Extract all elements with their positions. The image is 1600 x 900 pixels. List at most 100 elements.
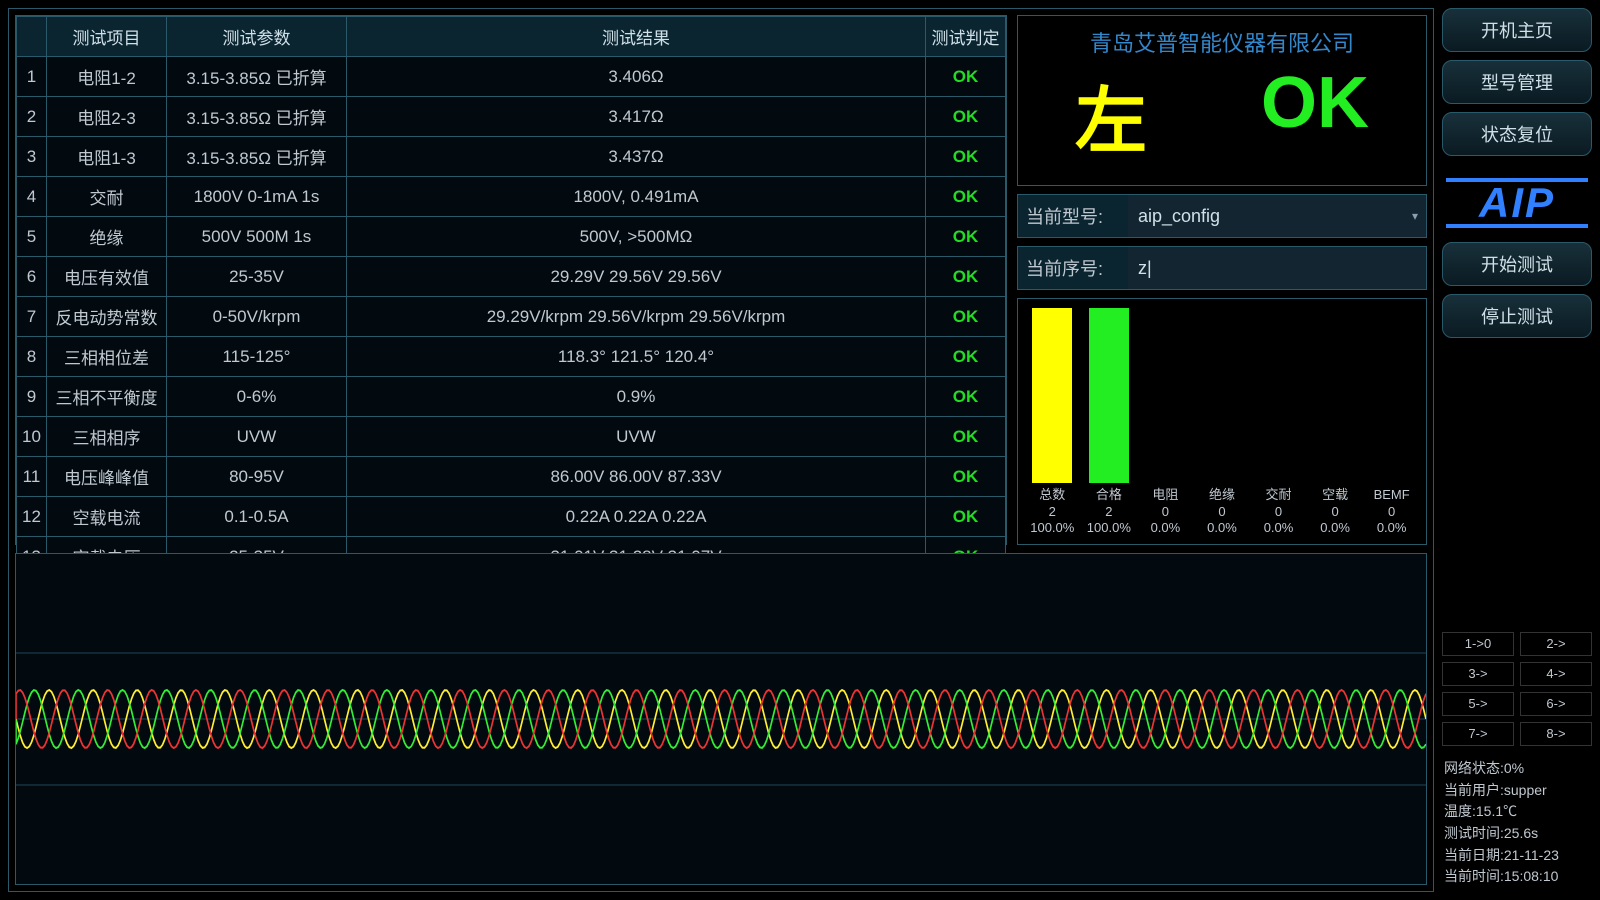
cell-param: 0-50V/krpm (167, 297, 347, 337)
bar-fill (1032, 308, 1072, 483)
cell-item: 反电动势常数 (47, 297, 167, 337)
nav-button[interactable]: 停止测试 (1442, 294, 1592, 338)
cell-item: 电阻1-3 (47, 137, 167, 177)
bar-label: 电阻00.0% (1151, 487, 1181, 536)
cell-param: 3.15-3.85Ω 已折算 (167, 137, 347, 177)
cell-result: 1800V, 0.491mA (347, 177, 926, 217)
cell-param: 115-125° (167, 337, 347, 377)
nav-button[interactable]: 开机主页 (1442, 8, 1592, 52)
cell-param: 1800V 0-1mA 1s (167, 177, 347, 217)
cell-idx: 11 (17, 457, 47, 497)
cell-verdict: OK (926, 257, 1006, 297)
table-row: 4交耐1800V 0-1mA 1s1800V, 0.491mAOK (17, 177, 1006, 217)
status-line: 当前用户:supper (1444, 780, 1590, 802)
bar-label: 绝缘00.0% (1207, 487, 1237, 536)
status-line: 当前时间:15:08:10 (1444, 866, 1590, 888)
right-sidebar: 开机主页型号管理状态复位 AIP 开始测试停止测试 1->02->3->4->5… (1442, 8, 1592, 892)
cell-result: 3.417Ω (347, 97, 926, 137)
table-row: 5绝缘500V 500M 1s500V, >500MΩOK (17, 217, 1006, 257)
probe-button[interactable]: 6-> (1520, 692, 1592, 716)
cell-param: 500V 500M 1s (167, 217, 347, 257)
test-results-table: 测试项目 测试参数 测试结果 测试判定 1电阻1-23.15-3.85Ω 已折算… (15, 15, 1007, 545)
cell-result: 3.437Ω (347, 137, 926, 177)
bar-item: 总数2100.0% (1028, 308, 1076, 536)
table-row: 7反电动势常数0-50V/krpm29.29V/krpm 29.56V/krpm… (17, 297, 1006, 337)
bar-fill (1089, 308, 1129, 483)
probe-button[interactable]: 2-> (1520, 632, 1592, 656)
cell-verdict: OK (926, 497, 1006, 537)
probe-button[interactable]: 3-> (1442, 662, 1514, 686)
cell-item: 电压峰峰值 (47, 457, 167, 497)
summary-barchart: 总数2100.0%合格2100.0% 电阻00.0% 绝缘00.0% 交耐00.0% 空… (1017, 298, 1427, 545)
cell-param: 0.1-0.5A (167, 497, 347, 537)
th-idx (17, 17, 47, 57)
table-row: 1电阻1-23.15-3.85Ω 已折算3.406ΩOK (17, 57, 1006, 97)
status-line: 当前日期:21-11-23 (1444, 845, 1590, 867)
cell-param: 3.15-3.85Ω 已折算 (167, 97, 347, 137)
probe-button[interactable]: 4-> (1520, 662, 1592, 686)
cell-idx: 1 (17, 57, 47, 97)
bar-item: 电阻00.0% (1141, 483, 1189, 536)
bar-label: 空载00.0% (1320, 487, 1350, 536)
bar-item: 绝缘00.0% (1198, 483, 1246, 536)
bar-item: 合格2100.0% (1085, 308, 1133, 536)
model-label: 当前型号: (1018, 195, 1128, 237)
cell-idx: 4 (17, 177, 47, 217)
bar-label: 合格2100.0% (1087, 487, 1131, 536)
cell-verdict: OK (926, 217, 1006, 257)
cell-param: UVW (167, 417, 347, 457)
cell-item: 三相不平衡度 (47, 377, 167, 417)
status-info: 网络状态:0%当前用户:supper温度:15.1℃测试时间:25.6s当前日期… (1442, 754, 1592, 892)
cell-item: 三相相位差 (47, 337, 167, 377)
bar-label: BEMF00.0% (1374, 487, 1410, 536)
status-line: 网络状态:0% (1444, 758, 1590, 780)
cell-verdict: OK (926, 417, 1006, 457)
cell-item: 绝缘 (47, 217, 167, 257)
cell-verdict: OK (926, 337, 1006, 377)
cell-idx: 8 (17, 337, 47, 377)
cell-item: 交耐 (47, 177, 167, 217)
bar-item: 空载00.0% (1311, 483, 1359, 536)
cell-result: 0.9% (347, 377, 926, 417)
table-row: 9三相不平衡度0-6%0.9%OK (17, 377, 1006, 417)
serial-input[interactable]: z (1128, 247, 1426, 289)
th-param: 测试参数 (167, 17, 347, 57)
table-row: 3电阻1-33.15-3.85Ω 已折算3.437ΩOK (17, 137, 1006, 177)
cell-verdict: OK (926, 297, 1006, 337)
probe-button[interactable]: 1->0 (1442, 632, 1514, 656)
cell-result: 29.29V 29.56V 29.56V (347, 257, 926, 297)
probe-button[interactable]: 5-> (1442, 692, 1514, 716)
cell-result: 3.406Ω (347, 57, 926, 97)
cell-idx: 5 (17, 217, 47, 257)
cell-item: 电阻1-2 (47, 57, 167, 97)
table-row: 6电压有效值25-35V29.29V 29.56V 29.56VOK (17, 257, 1006, 297)
nav-button[interactable]: 开始测试 (1442, 242, 1592, 286)
th-verdict: 测试判定 (926, 17, 1006, 57)
cell-idx: 12 (17, 497, 47, 537)
cell-verdict: OK (926, 97, 1006, 137)
cell-verdict: OK (926, 57, 1006, 97)
cell-item: 电压有效值 (47, 257, 167, 297)
model-select[interactable]: aip_config (1128, 195, 1426, 237)
cell-idx: 9 (17, 377, 47, 417)
company-title: 青岛艾普智能仪器有限公司 (1018, 26, 1426, 58)
nav-button[interactable]: 型号管理 (1442, 60, 1592, 104)
cell-param: 0-6% (167, 377, 347, 417)
probe-button[interactable]: 7-> (1442, 722, 1514, 746)
cell-verdict: OK (926, 377, 1006, 417)
nav-button[interactable]: 状态复位 (1442, 112, 1592, 156)
cell-verdict: OK (926, 177, 1006, 217)
cell-item: 三相相序 (47, 417, 167, 457)
probe-button[interactable]: 8-> (1520, 722, 1592, 746)
cell-idx: 10 (17, 417, 47, 457)
bar-label: 交耐00.0% (1264, 487, 1294, 536)
cell-param: 80-95V (167, 457, 347, 497)
cell-param: 3.15-3.85Ω 已折算 (167, 57, 347, 97)
cell-param: 25-35V (167, 257, 347, 297)
cell-idx: 6 (17, 257, 47, 297)
cell-idx: 7 (17, 297, 47, 337)
cell-idx: 3 (17, 137, 47, 177)
table-row: 12空载电流0.1-0.5A0.22A 0.22A 0.22AOK (17, 497, 1006, 537)
table-row: 10三相相序UVWUVWOK (17, 417, 1006, 457)
th-result: 测试结果 (347, 17, 926, 57)
